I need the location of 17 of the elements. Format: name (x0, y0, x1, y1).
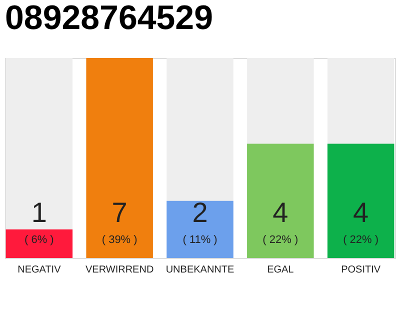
x-tick-label: NEGATIV (18, 264, 62, 276)
annotation: ( 22% ) (343, 234, 379, 246)
data-label: 7 (112, 197, 128, 228)
bar (6, 229, 73, 258)
x-tick-label: UNBEKANNTE (166, 264, 234, 276)
chart-title: 08928764529 (5, 0, 214, 37)
x-tick-label: POSITIV (341, 264, 381, 276)
x-tick-label: EGAL (267, 264, 294, 276)
annotation: ( 39% ) (102, 234, 138, 246)
annotation: ( 6% ) (24, 234, 54, 246)
data-label: 1 (31, 197, 47, 228)
annotation: ( 22% ) (262, 234, 298, 246)
annotation: ( 11% ) (182, 234, 218, 246)
data-label: 2 (192, 197, 208, 228)
data-label: 4 (272, 197, 288, 228)
data-label: 4 (353, 197, 369, 228)
x-tick-label: VERWIRREND (86, 264, 154, 276)
